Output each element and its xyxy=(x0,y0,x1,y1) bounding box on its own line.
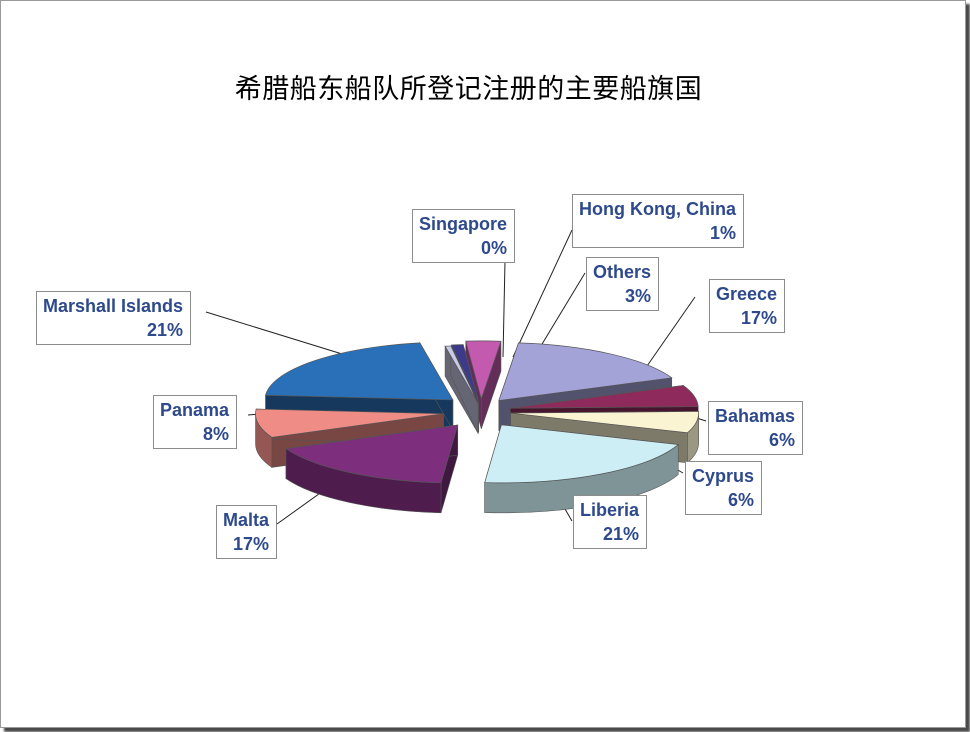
label-greece-name: Greece xyxy=(716,284,778,304)
label-liberia-pct: 21% xyxy=(603,524,640,544)
leader-line-singapore xyxy=(502,260,506,358)
label-bahamas-name: Bahamas xyxy=(715,406,796,426)
label-greece: Greece 17% xyxy=(709,279,786,333)
label-bahamas-pct: 6% xyxy=(769,430,796,450)
label-others-pct: 3% xyxy=(625,286,652,306)
leader-line-hong-kong-china xyxy=(512,229,573,358)
pie-slice-malta xyxy=(285,424,459,514)
label-cyprus-name: Cyprus xyxy=(692,466,755,486)
label-hong-kong-china-pct: 1% xyxy=(709,223,736,243)
label-cyprus-pct: 6% xyxy=(728,490,755,510)
label-marshall-islands-pct: 21% xyxy=(147,320,184,340)
label-malta-name: Malta xyxy=(223,510,270,530)
label-malta: Malta 17% xyxy=(216,505,278,559)
label-greece-pct: 17% xyxy=(741,308,778,328)
label-others-name: Others xyxy=(593,262,652,282)
label-marshall-islands: Marshall Islands 21% xyxy=(36,291,192,345)
label-panama-name: Panama xyxy=(160,400,230,420)
label-hong-kong-china: Hong Kong, China 1% xyxy=(572,194,744,248)
label-singapore: Singapore 0% xyxy=(412,209,516,263)
chart-title: 希腊船东船队所登记注册的主要船旗国 xyxy=(234,74,703,105)
label-bahamas: Bahamas 6% xyxy=(708,401,804,455)
label-singapore-pct: 0% xyxy=(481,238,508,258)
label-cyprus: Cyprus 6% xyxy=(685,461,763,515)
label-hong-kong-china-name: Hong Kong, China xyxy=(579,199,736,219)
pie-slice-singapore xyxy=(444,345,479,435)
label-liberia-name: Liberia xyxy=(580,500,640,520)
label-singapore-name: Singapore xyxy=(419,214,508,234)
label-panama: Panama 8% xyxy=(153,395,238,449)
label-liberia: Liberia 21% xyxy=(573,495,648,549)
label-panama-pct: 8% xyxy=(203,424,230,444)
label-marshall-islands-name: Marshall Islands xyxy=(43,296,184,316)
label-others: Others 3% xyxy=(586,257,660,311)
label-malta-pct: 17% xyxy=(232,534,270,554)
